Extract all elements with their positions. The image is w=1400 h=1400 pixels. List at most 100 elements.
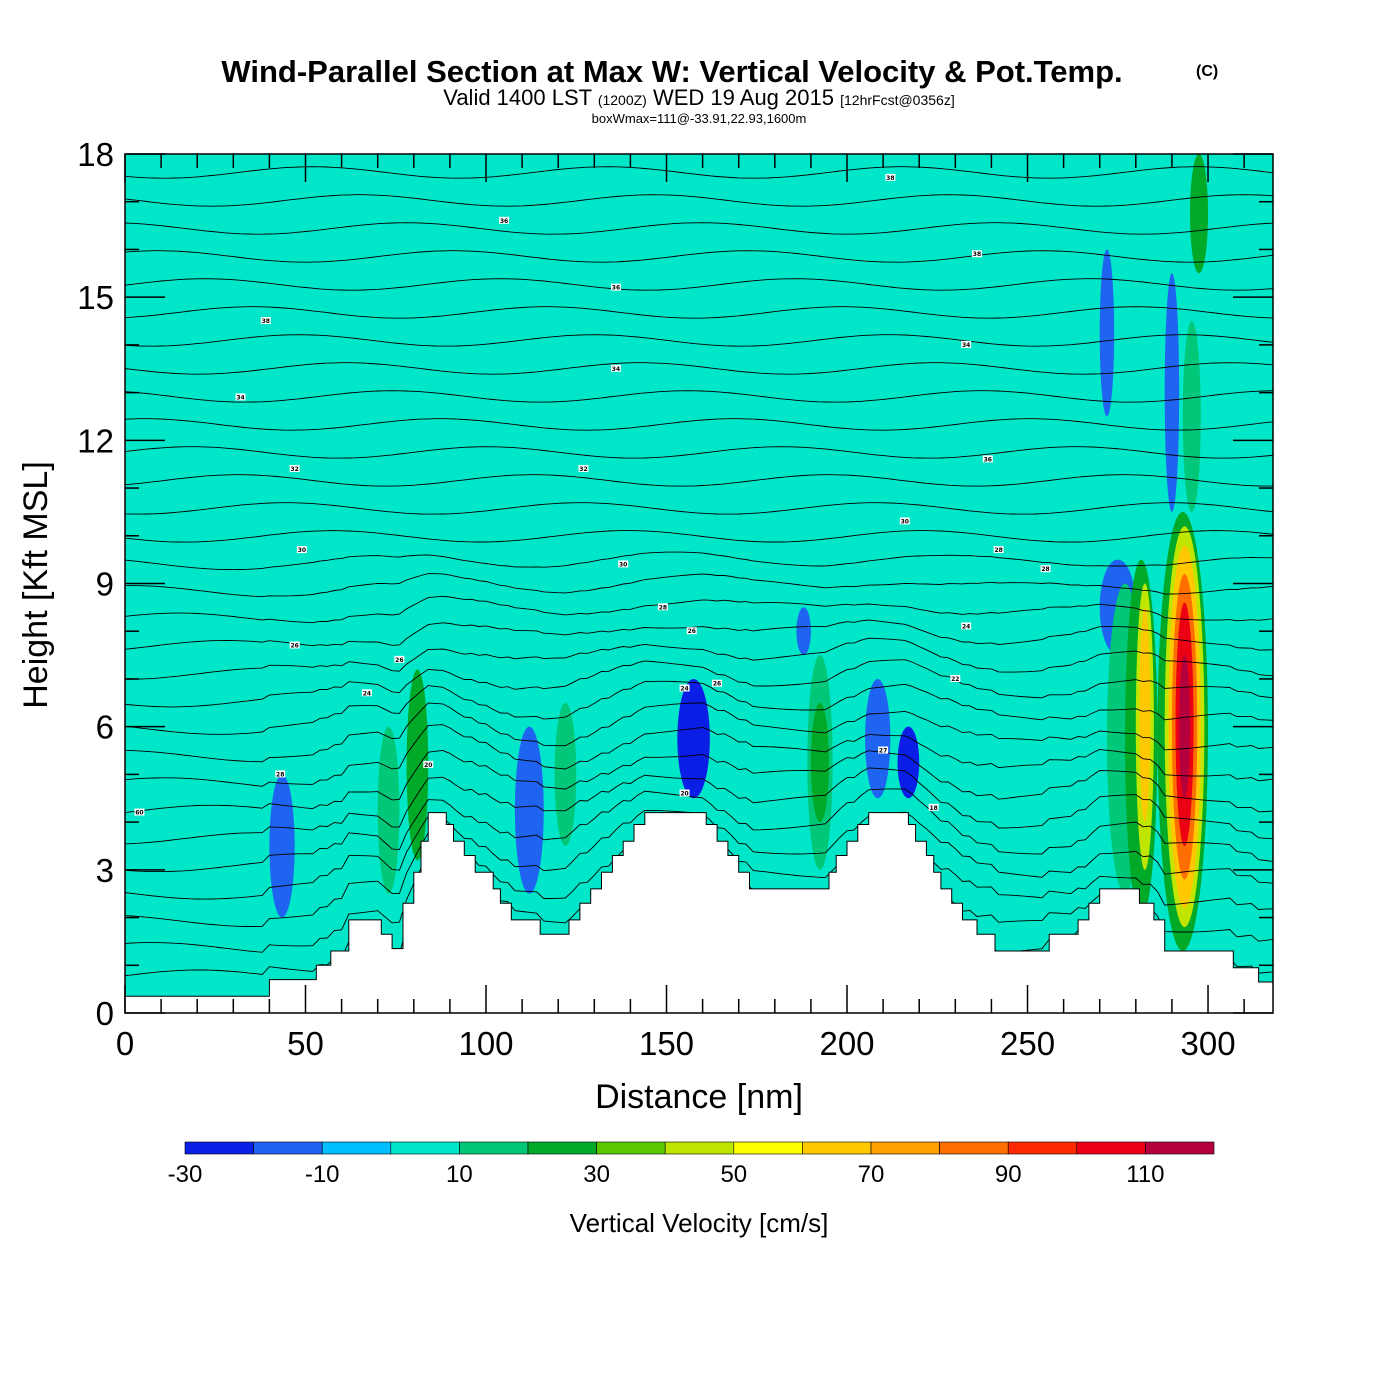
colorbar-swatch <box>596 1141 666 1155</box>
velocity-cell-5 <box>125 607 154 703</box>
colorbar-title: Vertical Velocity [cm/s] <box>570 1208 829 1238</box>
forecast-label: [12hrFcst@0356z] <box>840 92 955 108</box>
utc-time-label: (1200Z) <box>598 92 647 108</box>
x-tick-label: 250 <box>1000 1025 1055 1062</box>
contour-label: 28 <box>659 604 667 611</box>
velocity-cell-11 <box>554 702 577 846</box>
x-tick-label: 100 <box>458 1025 513 1062</box>
velocity-cell-35 <box>1189 154 1209 274</box>
theta-contour-16 <box>125 530 1273 543</box>
theta-contour-27 <box>125 222 1273 235</box>
contour-label: 26 <box>688 628 696 635</box>
contour-label-bg <box>885 173 896 181</box>
contour-label-bg <box>610 283 621 291</box>
y-tick-label: 15 <box>77 279 114 316</box>
colorbar-swatch <box>321 1141 392 1155</box>
contour-label-bg <box>950 674 961 682</box>
contour-label: 22 <box>951 676 959 683</box>
contour-label: 26 <box>290 643 298 650</box>
colorbar-tick-label: 90 <box>995 1161 1022 1188</box>
theta-contour-17 <box>125 502 1273 515</box>
colorbar-swatch <box>1007 1141 1078 1155</box>
contour-label-bg <box>289 641 300 649</box>
contour-label-bg <box>878 746 889 754</box>
velocity-cell-18 <box>865 678 891 799</box>
contour-label-bg <box>1040 565 1051 573</box>
colorbar-swatch <box>459 1141 529 1155</box>
contour-label: 34 <box>962 342 970 349</box>
colorbar-swatch <box>1076 1141 1146 1155</box>
x-tick-label: 200 <box>819 1025 874 1062</box>
contour-label-bg <box>712 679 723 687</box>
contour-label: 24 <box>363 690 371 697</box>
colorbar-swatch <box>253 1141 323 1155</box>
colorbar-tick-label: 10 <box>446 1161 473 1188</box>
theta-contour-19 <box>125 446 1273 459</box>
y-axis-label: Height [Kft MSL] <box>17 461 55 709</box>
velocity-cell-25 <box>1139 607 1151 823</box>
colorbar: -30 -10 10 30 50 70 90 110 <box>168 1141 1215 1188</box>
colorbar-tick-label: -30 <box>168 1161 203 1188</box>
contour-label: 36 <box>984 456 992 463</box>
contour-label: 28 <box>1041 566 1049 573</box>
contour-label: 24 <box>962 623 970 630</box>
contour-label: 26 <box>395 657 403 664</box>
contour-label-bg <box>993 546 1004 554</box>
contour-label: 34 <box>236 394 244 401</box>
theta-contour-24 <box>125 306 1273 319</box>
y-tick-label: 0 <box>96 995 114 1032</box>
copyright-mark: (C) <box>1196 63 1218 80</box>
velocity-field <box>125 154 1209 951</box>
theta-contour-18 <box>125 474 1273 487</box>
contour-label-bg <box>899 517 910 525</box>
contour-label: 28 <box>994 547 1002 554</box>
terrain-mask <box>125 812 1273 1013</box>
contour-labels: 36 38 38 36 38 34 34 34 36 32 32 30 30 28 30 28 28 26 24 26… <box>134 173 1051 817</box>
contour-label: 38 <box>262 318 270 325</box>
contour-label-bg <box>296 546 307 554</box>
theta-contour-21 <box>125 390 1273 403</box>
theta-contour-8 <box>125 702 1273 763</box>
date-label: WED 19 Aug 2015 <box>653 85 834 110</box>
chart-title: Wind-Parallel Section at Max W: Vertical… <box>221 54 1122 89</box>
theta-contour-25 <box>125 278 1273 291</box>
contour-label-bg <box>961 622 972 630</box>
theta-contour-20 <box>125 418 1273 431</box>
contour-label-bg <box>578 464 589 472</box>
colorbar-swatch <box>664 1141 735 1155</box>
theta-contour-23 <box>125 334 1273 347</box>
contour-label-bg <box>982 455 993 463</box>
theta-contour-6 <box>125 749 1273 814</box>
contour-label: 20 <box>680 790 688 797</box>
velocity-cell-32 <box>1182 321 1201 512</box>
velocity-cell-15 <box>269 774 295 918</box>
contour-label-bg <box>289 464 300 472</box>
contour-label-bg <box>618 560 629 568</box>
y-tick-label: 3 <box>96 852 114 889</box>
box-wmax-label: boxWmax=111@-33.91,22.93,1600m <box>592 111 807 126</box>
contour-label: 18 <box>929 805 937 812</box>
x-tick-label: 50 <box>287 1025 324 1062</box>
x-tick-label: 0 <box>116 1025 134 1062</box>
velocity-cell-16 <box>514 726 544 894</box>
contour-label-bg <box>275 770 286 778</box>
colorbar-swatch <box>802 1141 872 1155</box>
theta-contour-22 <box>125 362 1273 375</box>
velocity-cell-10 <box>377 726 400 894</box>
velocity-cell-1 <box>305 154 349 417</box>
valid-time-label: Valid 1400 LST <box>443 85 591 110</box>
contour-label-bg <box>610 364 621 372</box>
colorbar-swatch <box>390 1141 460 1155</box>
velocity-cell-20 <box>796 607 811 656</box>
y-tick-label: 6 <box>96 709 114 746</box>
velocity-cell-19 <box>897 726 920 799</box>
velocity-cell-34 <box>1099 249 1115 417</box>
colorbar-swatch <box>527 1141 597 1155</box>
contour-label: 60 <box>135 810 143 817</box>
velocity-cell-4 <box>991 440 1100 775</box>
colorbar-swatch <box>184 1141 254 1155</box>
velocity-cell-3 <box>828 154 992 345</box>
velocity-cell-0 <box>428 154 559 298</box>
theta-contour-13 <box>125 595 1273 624</box>
